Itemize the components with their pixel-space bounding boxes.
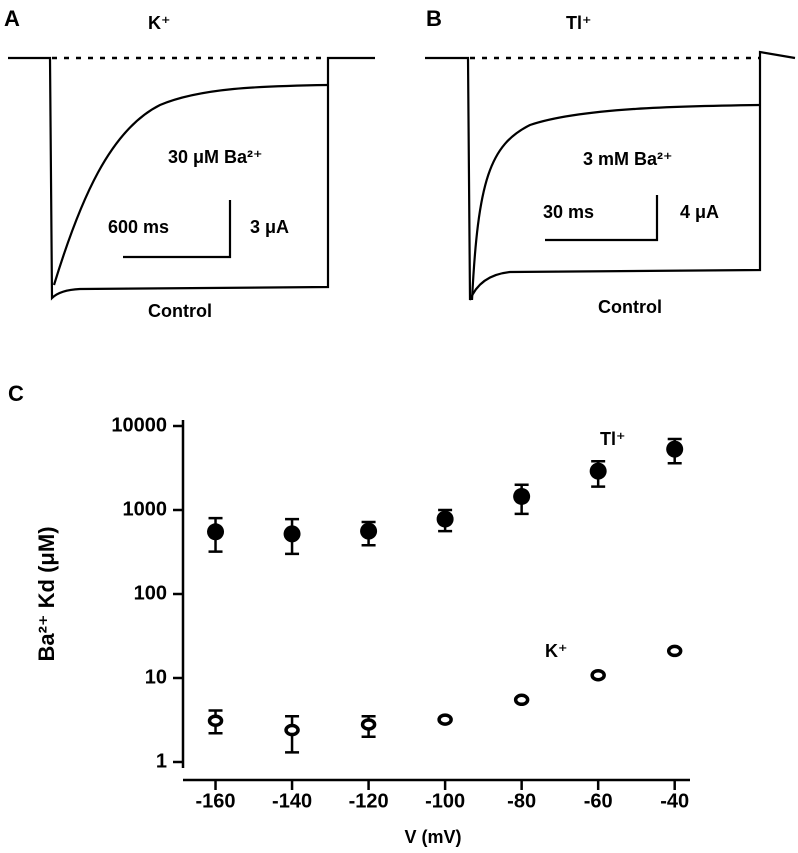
y-tick-label: 1000	[123, 498, 168, 520]
point	[437, 713, 453, 726]
panel-letter: C	[8, 381, 24, 406]
control-trace	[8, 56, 375, 301]
control-label: Control	[598, 297, 662, 317]
control-label: Control	[148, 301, 212, 321]
point	[283, 525, 301, 543]
time-scale: 30 ms	[543, 202, 594, 222]
x-tick-label: -100	[425, 790, 465, 812]
point	[284, 723, 300, 737]
barium-trace	[52, 83, 329, 286]
x-tick-label: -120	[349, 790, 389, 812]
scale-bar	[545, 195, 659, 242]
y-tick-label: 10	[145, 666, 167, 688]
x-axis-label: V (mV)	[404, 827, 461, 847]
current-scale: 3 μA	[250, 217, 289, 237]
point	[513, 693, 530, 707]
current-scale: 4 μA	[680, 202, 719, 222]
x-tick-label: -140	[272, 790, 312, 812]
point	[513, 487, 531, 505]
barium-trace	[470, 103, 761, 301]
panel-letter: A	[4, 6, 20, 31]
time-scale: 600 ms	[108, 217, 169, 237]
ion-label: Tl⁺	[566, 13, 592, 33]
point	[590, 668, 606, 682]
point	[360, 718, 377, 731]
y-tick-label: 1	[156, 750, 167, 772]
y-tick-label: 100	[134, 582, 167, 604]
x-tick-label: -80	[507, 790, 536, 812]
treatment-label: 30 μM Ba²⁺	[168, 147, 263, 167]
point	[436, 510, 454, 528]
point	[207, 523, 225, 541]
x-tick-label: -40	[660, 790, 689, 812]
point	[360, 522, 378, 540]
series-label: K⁺	[545, 641, 568, 661]
point	[589, 462, 607, 480]
ion-label: K⁺	[148, 13, 171, 33]
point	[666, 440, 684, 458]
y-axis-label: Ba²⁺ Kd (μM)	[34, 526, 59, 661]
point	[207, 714, 224, 727]
x-tick-label: -60	[584, 790, 613, 812]
scale-bar	[123, 200, 232, 259]
panel-letter: B	[426, 6, 442, 31]
control-trace	[425, 50, 796, 301]
x-tick-label: -160	[196, 790, 236, 812]
point	[666, 644, 683, 658]
series-label: Tl⁺	[600, 429, 626, 449]
y-tick-label: 10000	[111, 414, 167, 436]
treatment-label: 3 mM Ba²⁺	[583, 149, 673, 169]
